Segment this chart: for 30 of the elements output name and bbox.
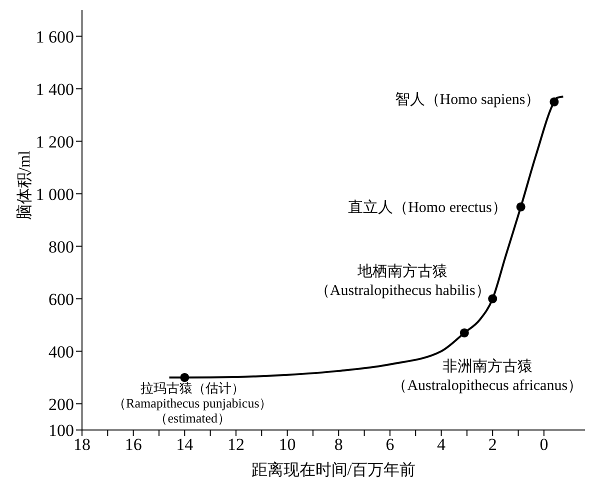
point — [550, 97, 559, 106]
x-tick-label: 6 — [386, 435, 394, 454]
y-tick-label: 1 400 — [36, 80, 74, 99]
annotation: 地栖南方古猿（Australopithecus habilis） — [314, 262, 490, 299]
x-tick-label: 4 — [437, 435, 446, 454]
x-axis-title: 距离现在时间/百万年前 — [251, 461, 416, 479]
y-tick-label: 800 — [48, 237, 74, 256]
x-tick-label: 2 — [488, 435, 497, 454]
y-tick-label: 200 — [48, 394, 74, 414]
y-tick-label: 400 — [48, 342, 74, 362]
x-tick-label: 16 — [124, 435, 142, 454]
point — [516, 202, 526, 212]
y-tick-label: 600 — [48, 290, 74, 309]
point — [460, 328, 469, 338]
x-tick-label: 18 — [74, 435, 90, 454]
y-tick-label: 100 — [48, 421, 74, 440]
x-tick-label: 10 — [278, 435, 296, 454]
x-tick-label: 14 — [176, 435, 194, 454]
point — [488, 294, 498, 304]
x-tick-label: 0 — [540, 435, 548, 454]
x-tick-label: 12 — [227, 435, 244, 454]
annotation: 智人（Homo sapiens） — [394, 90, 540, 108]
y-tick-label: 1 600 — [36, 27, 74, 46]
x-tick-label: 8 — [334, 435, 343, 454]
annotation: 非洲南方古猿（Australopithecus africanus） — [392, 358, 583, 394]
y-tick-label: 1 000 — [36, 184, 74, 204]
annotation: 直立人（Homo erectus） — [348, 198, 507, 216]
y-axis-title: 脑体积/ml — [16, 150, 34, 220]
y-tick-label: 1 200 — [36, 132, 74, 152]
annotation: 拉玛古猿（估计）（Ramapithecus punjabicus）（estimated） — [113, 380, 272, 426]
